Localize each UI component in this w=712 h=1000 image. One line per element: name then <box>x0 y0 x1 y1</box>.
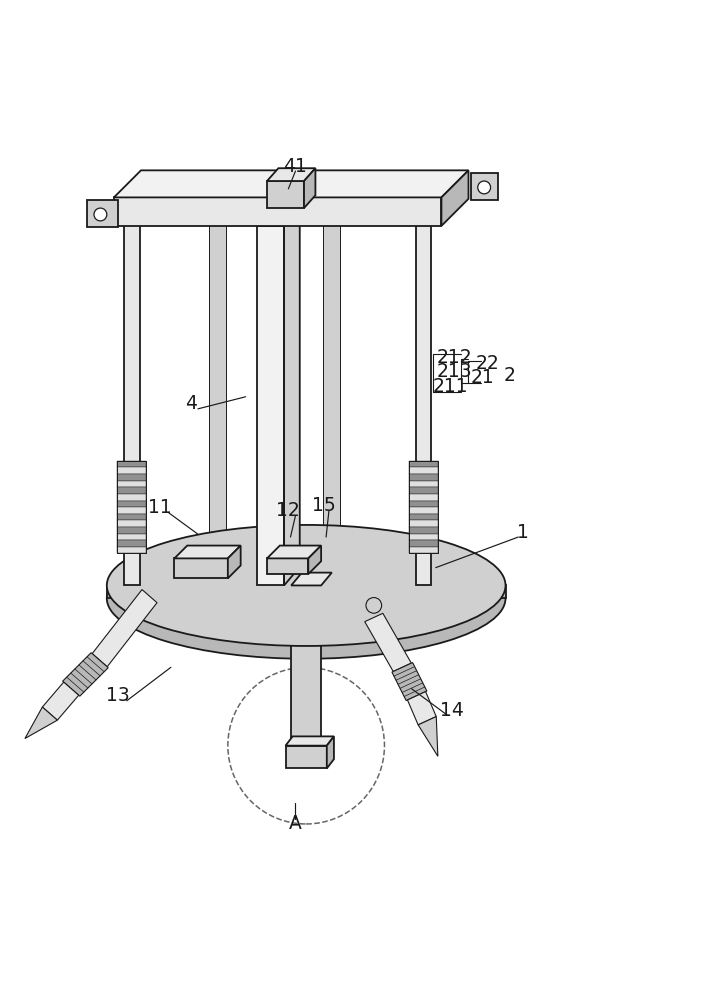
Polygon shape <box>209 215 226 585</box>
Polygon shape <box>124 208 140 585</box>
Polygon shape <box>63 653 108 696</box>
Ellipse shape <box>107 525 506 646</box>
Polygon shape <box>117 514 146 520</box>
Polygon shape <box>107 585 506 598</box>
Text: 11: 11 <box>148 498 172 517</box>
Polygon shape <box>409 494 438 501</box>
Polygon shape <box>409 507 438 514</box>
Polygon shape <box>267 558 308 574</box>
Polygon shape <box>409 474 438 481</box>
Text: 1: 1 <box>518 523 529 542</box>
Polygon shape <box>365 613 412 671</box>
Polygon shape <box>409 547 438 553</box>
Polygon shape <box>323 215 340 585</box>
Polygon shape <box>117 540 146 547</box>
Polygon shape <box>284 207 300 585</box>
Polygon shape <box>25 707 58 739</box>
Polygon shape <box>291 585 321 746</box>
Polygon shape <box>42 682 79 720</box>
Circle shape <box>94 208 107 221</box>
Polygon shape <box>286 746 327 768</box>
Text: 41: 41 <box>283 157 308 176</box>
Polygon shape <box>291 573 332 585</box>
Circle shape <box>366 598 382 613</box>
Polygon shape <box>327 736 334 768</box>
Polygon shape <box>87 200 118 227</box>
Polygon shape <box>304 168 315 208</box>
Polygon shape <box>117 487 146 494</box>
Polygon shape <box>267 546 321 558</box>
Text: 14: 14 <box>440 701 464 720</box>
Polygon shape <box>409 487 438 494</box>
Text: 21: 21 <box>471 368 495 387</box>
Polygon shape <box>117 501 146 507</box>
Polygon shape <box>117 534 146 540</box>
Polygon shape <box>114 170 468 197</box>
Text: 212: 212 <box>436 348 472 367</box>
Text: 213: 213 <box>436 362 472 381</box>
Text: 4: 4 <box>185 394 197 413</box>
Ellipse shape <box>107 538 506 659</box>
Polygon shape <box>117 507 146 514</box>
Polygon shape <box>257 207 300 226</box>
Polygon shape <box>117 461 146 467</box>
Polygon shape <box>409 514 438 520</box>
Polygon shape <box>286 736 334 746</box>
Polygon shape <box>267 181 304 208</box>
Polygon shape <box>117 481 146 487</box>
Polygon shape <box>471 173 498 200</box>
Polygon shape <box>114 197 441 226</box>
Polygon shape <box>117 494 146 501</box>
Text: 22: 22 <box>476 354 500 373</box>
Polygon shape <box>409 481 438 487</box>
Polygon shape <box>117 547 146 553</box>
Polygon shape <box>409 467 438 474</box>
Polygon shape <box>228 546 241 578</box>
Circle shape <box>478 181 491 194</box>
Polygon shape <box>92 590 157 667</box>
Text: 2: 2 <box>503 366 515 385</box>
Polygon shape <box>409 520 438 527</box>
Polygon shape <box>409 461 438 467</box>
Polygon shape <box>117 527 146 534</box>
Text: 12: 12 <box>276 501 300 520</box>
Text: 15: 15 <box>312 496 336 515</box>
Polygon shape <box>257 226 284 585</box>
Polygon shape <box>409 527 438 534</box>
Polygon shape <box>267 168 315 181</box>
Text: 211: 211 <box>432 377 468 396</box>
Polygon shape <box>117 520 146 527</box>
Polygon shape <box>117 467 146 474</box>
Polygon shape <box>409 501 438 507</box>
Polygon shape <box>407 692 436 725</box>
Polygon shape <box>174 558 228 578</box>
Polygon shape <box>409 540 438 547</box>
Polygon shape <box>441 170 468 226</box>
Polygon shape <box>392 663 427 701</box>
Polygon shape <box>308 546 321 574</box>
Text: 13: 13 <box>105 686 130 705</box>
Polygon shape <box>409 534 438 540</box>
Polygon shape <box>416 208 431 585</box>
Polygon shape <box>117 474 146 481</box>
Polygon shape <box>174 546 241 558</box>
Polygon shape <box>418 717 438 756</box>
Text: A: A <box>289 814 302 833</box>
